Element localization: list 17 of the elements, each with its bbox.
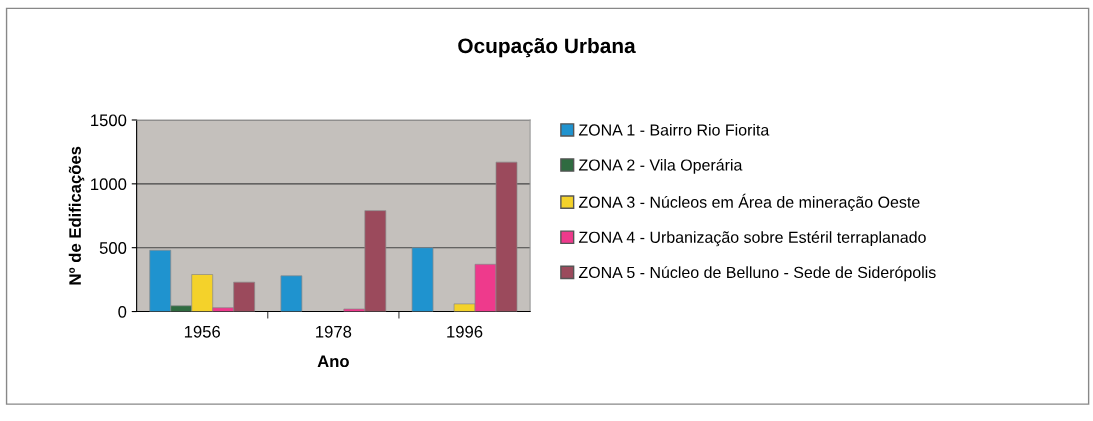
chart-title: Ocupação Urbana bbox=[458, 37, 636, 58]
x-tick-label: 1996 bbox=[447, 325, 483, 338]
x-tick-label: 1956 bbox=[184, 325, 221, 338]
legend-label: ZONA 2 - Vila Operária bbox=[578, 158, 743, 174]
y-axis-title: Nº de Edificações bbox=[68, 146, 85, 285]
legend-label: ZONA 1 - Bairro Rio Fiorita bbox=[578, 123, 770, 136]
bar bbox=[411, 247, 434, 312]
legend-label: ZONA 5 - Núcleo de Belluno - Sede de Siderópolis bbox=[578, 266, 936, 282]
legend-label: ZONA 3 - Núcleos em Área de mineração Oeste bbox=[578, 193, 920, 212]
legend-label: ZONA 4 - Urbanização sobre Estéril terraplanado bbox=[578, 231, 926, 247]
y-tick-label: 500 bbox=[99, 242, 127, 254]
x-tick-label: 1978 bbox=[316, 325, 352, 338]
y-tick-label: 1500 bbox=[91, 114, 127, 127]
y-tick-label: 1000 bbox=[91, 178, 127, 191]
y-tick-label: 0 bbox=[118, 305, 127, 318]
x-axis-title: Ano bbox=[317, 355, 349, 368]
bar bbox=[280, 275, 303, 312]
